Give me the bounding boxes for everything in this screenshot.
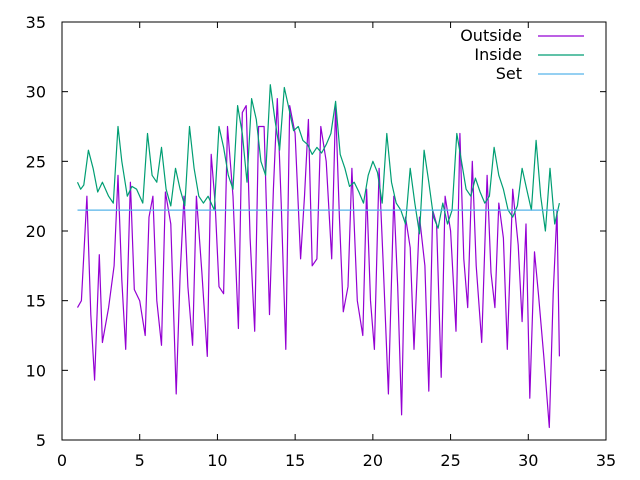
x-tick-label: 20 [363, 451, 383, 470]
legend-label: Inside [474, 45, 522, 64]
y-tick-label: 5 [36, 431, 46, 450]
y-tick-label: 35 [26, 13, 46, 32]
legend-label: Set [496, 64, 522, 83]
y-tick-label: 30 [26, 83, 46, 102]
y-tick-label: 15 [26, 292, 46, 311]
series-line-inside [76, 84, 560, 235]
series-line-outside [76, 97, 560, 429]
x-tick-label: 35 [596, 451, 616, 470]
plot-frame [61, 21, 607, 441]
x-tick-label: 25 [440, 451, 460, 470]
y-tick-label: 10 [26, 361, 46, 380]
x-tick-label: 10 [207, 451, 227, 470]
x-tick-label: 30 [518, 451, 538, 470]
legend-label: Outside [460, 26, 522, 45]
series-lines [76, 84, 560, 429]
x-tick-label: 5 [135, 451, 145, 470]
y-tick-label: 25 [26, 152, 46, 171]
y-tick-label: 20 [26, 222, 46, 241]
x-tick-label: 15 [285, 451, 305, 470]
x-tick-label: 0 [57, 451, 67, 470]
